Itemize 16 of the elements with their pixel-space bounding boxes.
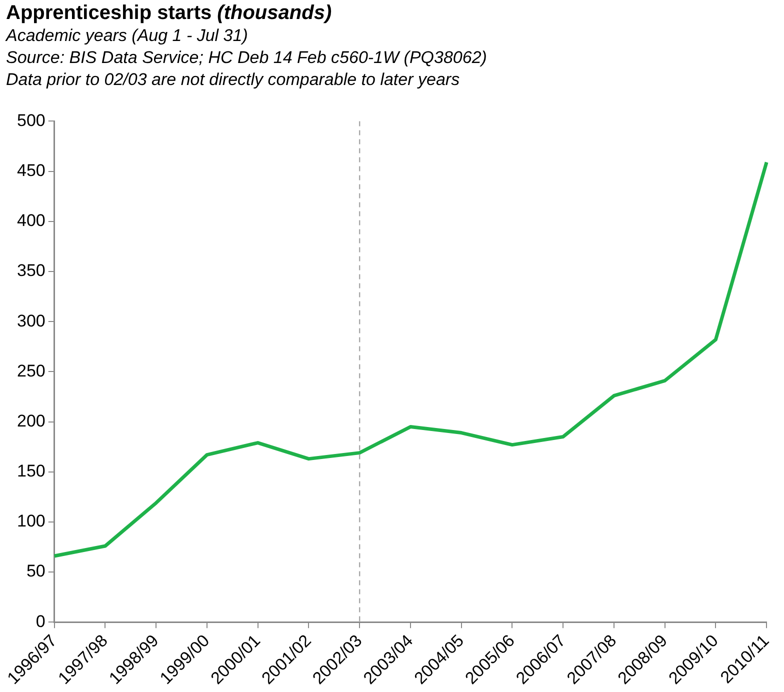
y-tick-label: 0 bbox=[36, 612, 46, 631]
chart-title: Apprenticeship starts bbox=[6, 2, 212, 24]
y-tick-label: 250 bbox=[16, 361, 46, 380]
source-note: Source: BIS Data Service; HC Deb 14 Feb c560-1W (PQ38062) bbox=[6, 47, 487, 69]
y-tick-label: 300 bbox=[16, 311, 46, 330]
y-tick-label: 350 bbox=[16, 261, 46, 280]
y-tick-label: 100 bbox=[16, 512, 46, 531]
y-tick-label: 450 bbox=[16, 160, 46, 180]
y-tick-label: 500 bbox=[16, 110, 46, 130]
chart-subtitle: (thousands) bbox=[217, 2, 332, 24]
text: Data prior to 02/03 are not directly comparable to later years bbox=[6, 69, 461, 91]
y-tick-label: 150 bbox=[16, 462, 46, 481]
y-tick-label: 400 bbox=[16, 211, 46, 230]
text: Academic years (Aug 1 - Jul 31) bbox=[6, 25, 249, 47]
y-tick-label: 200 bbox=[16, 411, 46, 430]
y-tick-label: 50 bbox=[26, 562, 46, 581]
